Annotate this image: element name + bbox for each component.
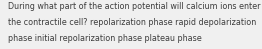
Text: the contractile cell? repolarization phase rapid depolarization: the contractile cell? repolarization pha… [8, 18, 256, 27]
Text: phase initial repolarization phase plateau phase: phase initial repolarization phase plate… [8, 34, 202, 43]
Text: During what part of the action potential will calcium ions enter: During what part of the action potential… [8, 2, 260, 11]
